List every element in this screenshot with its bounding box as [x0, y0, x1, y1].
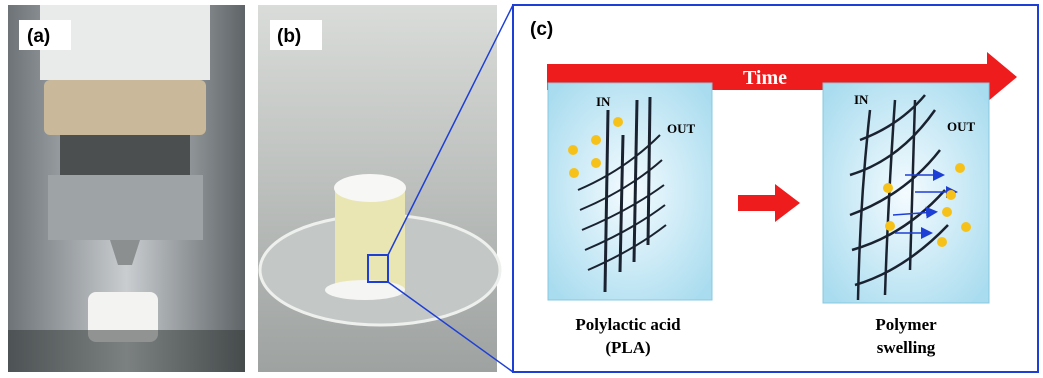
panel-label: (c) [530, 19, 553, 40]
photo-a [8, 5, 245, 372]
caption: Polylactic acid [575, 315, 681, 334]
photo-b [258, 5, 500, 372]
out-label: OUT [947, 119, 976, 134]
caption: (PLA) [605, 338, 650, 357]
panel-label: (b) [277, 26, 301, 47]
pla-box [548, 83, 712, 300]
out-label: OUT [667, 121, 696, 136]
panel-label: (a) [27, 26, 50, 47]
time-label: Time [743, 67, 787, 89]
page: (a) (b) (c) Time IN OUT Polylactic acid … [0, 0, 1043, 378]
in-label: IN [854, 92, 869, 107]
swelling-box [823, 83, 989, 303]
caption: Polymer [875, 315, 937, 334]
in-label: IN [596, 94, 611, 109]
caption: swelling [877, 338, 936, 357]
figure: (a) (b) (c) Time IN OUT Polylactic acid … [0, 0, 1043, 378]
